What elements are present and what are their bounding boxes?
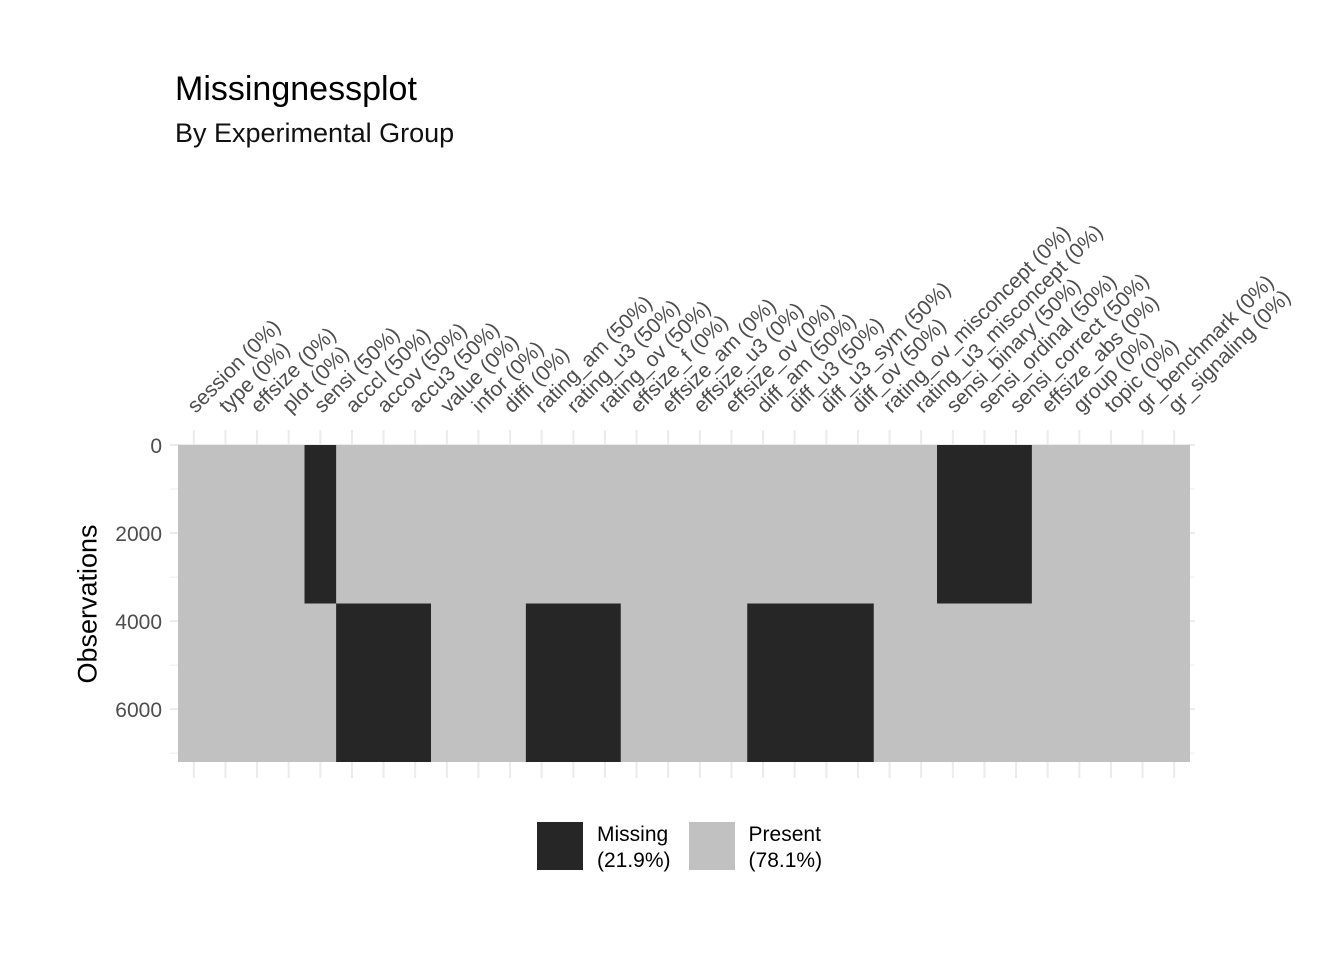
y-tick-label: 4000 [115,611,162,634]
legend-label-present: Present (78.1%) [748,823,823,872]
missing-block-2 [525,603,621,762]
legend-key-present [688,822,735,870]
y-tick-label: 0 [150,435,162,458]
legend-item-present: Present (78.1%) [688,822,823,874]
legend: Missing (21.9%) Present (78.1%) [537,822,822,874]
y-tick-label: 6000 [115,699,162,722]
legend-key-missing [537,822,583,870]
missing-block-4 [937,445,1032,604]
missing-block-3 [747,603,874,762]
chart-title: Missingnessplot [175,70,417,108]
legend-label-missing: Missing (21.9%) [597,823,671,872]
legend-item-missing: Missing (21.9%) [537,822,671,874]
missing-block-1 [336,603,431,762]
y-tick-label: 2000 [115,523,162,546]
chart-subtitle: By Experimental Group [175,118,455,148]
missing-block-0 [304,445,337,604]
